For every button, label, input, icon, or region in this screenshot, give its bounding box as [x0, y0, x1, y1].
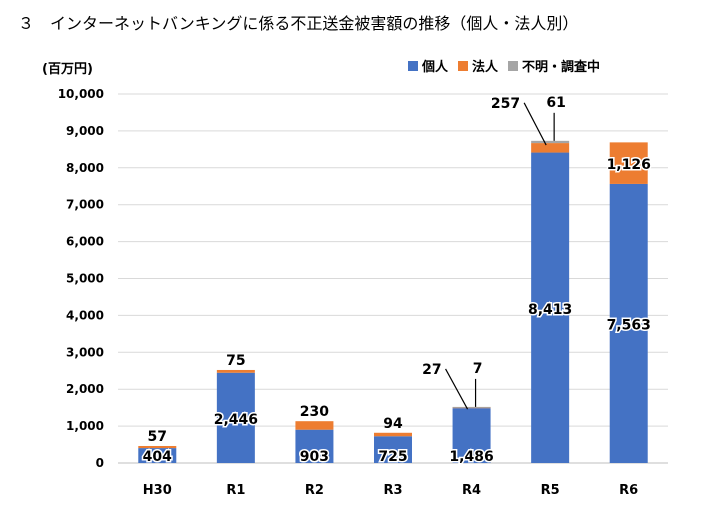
bar-individual: [531, 152, 570, 463]
y-tick-label: 0: [96, 456, 104, 470]
x-tick-label: R6: [619, 483, 638, 498]
legend-item-individual: 個人: [408, 56, 448, 75]
y-tick-label: 4,000: [66, 308, 104, 322]
data-label-individual: 1,486: [449, 449, 493, 465]
y-tick-label: 5,000: [66, 272, 104, 286]
bar-unknown: [531, 140, 570, 144]
bar-individual: [374, 436, 412, 463]
chart-title: ３ インターネットバンキングに係る不正送金被害額の推移（個人・法人別）: [18, 14, 579, 33]
bar-individual: [295, 429, 334, 463]
bar-individual: [609, 183, 648, 463]
data-label-unknown: 7: [473, 361, 483, 377]
bar-corporate: [216, 369, 255, 373]
x-tick-label: R3: [383, 483, 402, 498]
data-label-individual: 404: [143, 449, 172, 465]
legend-label-individual: 個人: [422, 60, 449, 75]
y-tick-label: 9,000: [66, 124, 104, 138]
x-tick-label: R1: [226, 483, 245, 498]
data-label-individual: 7,563: [607, 317, 651, 333]
data-label-corporate: 257: [491, 96, 520, 112]
y-tick-label: 2,000: [66, 382, 104, 396]
x-tick-label: H30: [143, 483, 172, 498]
bar-corporate: [531, 143, 570, 153]
bar-individual: [216, 372, 255, 463]
legend-swatch-unknown: [508, 60, 519, 71]
y-axis-unit: (百万円): [42, 62, 93, 77]
y-tick-label: 8,000: [66, 161, 104, 175]
x-tick-label: R5: [541, 483, 560, 498]
y-tick-label: 7,000: [66, 198, 104, 212]
legend-item-unknown: 不明・調査中: [508, 56, 600, 75]
leader-line: [445, 368, 469, 410]
bar-corporate: [138, 445, 177, 449]
data-label-corporate: 1,126: [607, 157, 651, 173]
y-tick-label: 3,000: [66, 345, 104, 359]
legend-label-unknown: 不明・調査中: [522, 60, 601, 75]
y-tick-label: 6,000: [66, 235, 104, 249]
leader-line: [523, 102, 547, 146]
bar-corporate: [609, 142, 648, 184]
legend-label-corporate: 法人: [472, 60, 499, 75]
bar-unknown: [452, 406, 491, 408]
x-tick-label: R4: [462, 483, 481, 498]
legend-swatch-individual: [408, 60, 418, 71]
data-label-corporate: 27: [422, 362, 441, 378]
x-tick-label: R2: [305, 483, 324, 498]
legend-swatch-corporate: [458, 60, 469, 71]
data-label-unknown: 61: [546, 95, 565, 111]
bar-individual: [452, 408, 491, 463]
data-label-corporate: 230: [300, 404, 329, 420]
data-label-individual: 725: [378, 449, 407, 465]
y-tick-label: 10,000: [58, 87, 104, 101]
data-label-individual: 8,413: [528, 302, 572, 318]
data-label-corporate: 57: [148, 429, 167, 445]
data-label-corporate: 75: [226, 353, 245, 369]
data-label-individual: 2,446: [214, 412, 258, 428]
bar-corporate: [295, 421, 334, 430]
data-label-corporate: 94: [383, 416, 403, 432]
data-label-individual: 903: [300, 449, 329, 465]
bar-individual: [138, 448, 177, 463]
y-tick-label: 1,000: [66, 419, 104, 433]
legend: 個人 法人 不明・調査中: [408, 56, 600, 75]
legend-item-corporate: 法人: [458, 56, 498, 75]
bar-corporate: [374, 432, 412, 437]
